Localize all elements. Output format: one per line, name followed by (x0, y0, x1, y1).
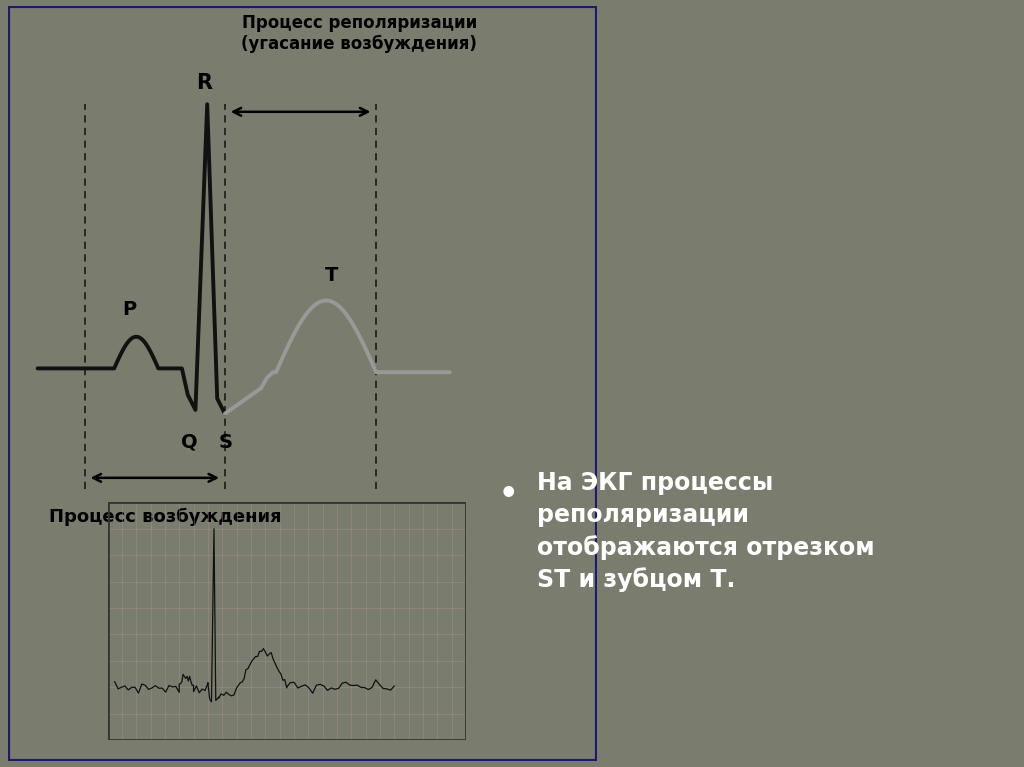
Bar (108, 502, 466, 740)
Text: P: P (122, 301, 136, 319)
Text: Процесс возбуждения: Процесс возбуждения (49, 508, 282, 526)
Text: На ЭКГ процессы
реполяризации
отображаются отрезком
ST и зубцом Т.: На ЭКГ процессы реполяризации отображают… (538, 471, 874, 592)
Text: T: T (326, 266, 339, 285)
Text: •: • (499, 480, 518, 509)
Text: S: S (219, 433, 233, 452)
Text: Q: Q (181, 433, 198, 452)
Text: Процесс реполяризации
(угасание возбуждения): Процесс реполяризации (угасание возбужде… (242, 14, 477, 53)
Text: R: R (196, 73, 212, 93)
